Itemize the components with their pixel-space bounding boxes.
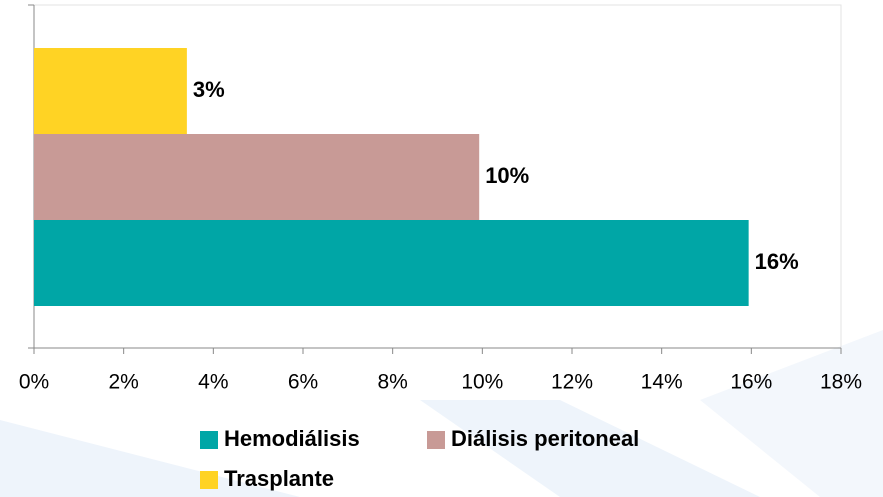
x-tick-label: 12% (551, 371, 593, 394)
x-tick-label: 0% (19, 371, 49, 394)
x-tick-label: 6% (288, 371, 318, 394)
x-tick-label: 4% (198, 371, 228, 394)
legend-label: Diálisis peritoneal (451, 426, 639, 451)
x-tick-label: 14% (641, 371, 683, 394)
legend-swatch (200, 471, 218, 489)
value-label: 10% (485, 163, 529, 188)
x-tick-label: 8% (377, 371, 407, 394)
x-tick-label: 10% (461, 371, 503, 394)
bar (34, 220, 749, 306)
bar (34, 134, 480, 220)
bg-shape (0, 420, 300, 497)
bar (34, 48, 187, 134)
legend-swatch (427, 431, 445, 449)
bg-shape (700, 330, 883, 497)
x-tick-label: 16% (730, 371, 772, 394)
bg-shape (420, 400, 760, 497)
legend-label: Hemodiálisis (224, 426, 360, 451)
value-label: 3% (193, 77, 225, 102)
x-tick-label: 18% (820, 371, 862, 394)
background-decoration (0, 330, 883, 497)
legend-swatch (200, 431, 218, 449)
x-tick-label: 2% (108, 371, 138, 394)
legend-label: Trasplante (224, 466, 334, 491)
value-label: 16% (755, 249, 799, 274)
